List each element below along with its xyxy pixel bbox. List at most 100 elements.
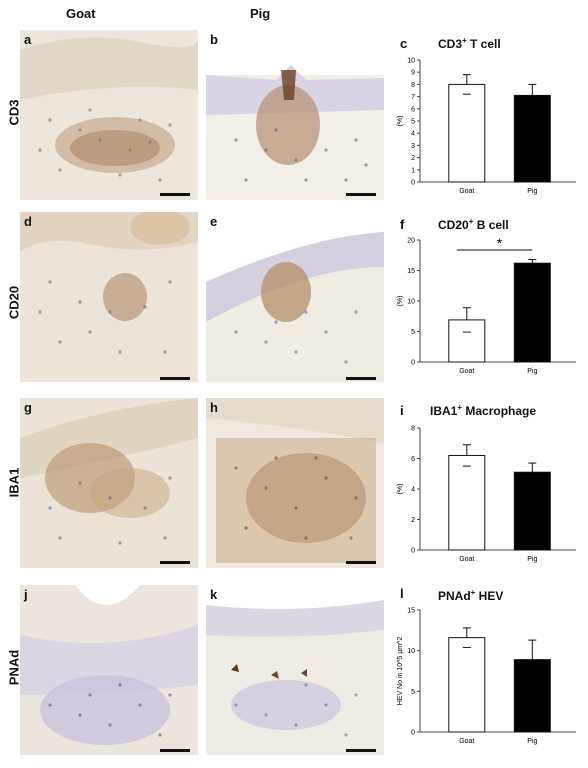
chart-title-iba1: IBA1+ Macrophage (430, 403, 536, 418)
micrograph-cd20-pig: e (206, 212, 384, 382)
title-rest: T cell (466, 37, 501, 51)
scale-bar (160, 749, 190, 752)
y-tick-label: 20 (407, 238, 415, 245)
micrograph-image (206, 398, 384, 568)
y-tick-label: 1 (411, 167, 415, 174)
panel-letter: k (210, 587, 218, 602)
title-main: PNAd (438, 589, 471, 603)
y-tick-label: 9 (411, 70, 415, 77)
title-rest: B cell (473, 218, 509, 232)
bar-pig (513, 262, 551, 363)
micrograph-cd20-goat: d (20, 212, 198, 382)
y-tick-label: 4 (411, 131, 415, 138)
y-tick-label: 5 (411, 689, 415, 696)
panel-letter: e (210, 214, 218, 229)
micrograph-image (20, 30, 198, 200)
chart-title-pnad: PNAd+ HEV (438, 588, 503, 603)
scale-bar (160, 377, 190, 380)
chart-title-cd20: CD20+ B cell (438, 217, 509, 232)
y-tick-label: 2 (411, 155, 415, 162)
x-tick-label: Pig (527, 188, 537, 195)
scale-bar (346, 193, 376, 196)
bar-pig (513, 659, 551, 733)
bar-goat (448, 454, 486, 551)
column-title-goat: Goat (66, 6, 96, 21)
significance-marker: * (497, 235, 503, 251)
chart-letter-i: i (400, 403, 404, 418)
title-rest: HEV (475, 589, 504, 603)
y-axis-label: (%) (397, 116, 404, 127)
panel-letter: j (24, 587, 28, 602)
micrograph-pnad-pig: k (206, 585, 384, 755)
y-tick-label: 0 (411, 360, 415, 367)
y-tick-label: 6 (411, 456, 415, 463)
chart-letter-c: c (400, 36, 408, 51)
x-tick-label: Goat (459, 368, 474, 375)
bar-chart-iba1: (%) 0 2 4 6 8 Goat Pig (397, 426, 576, 563)
y-tick-label: 5 (411, 119, 415, 126)
title-main: CD20 (438, 218, 469, 232)
micrograph-iba1-pig: h (206, 398, 384, 568)
title-main: IBA1 (430, 404, 458, 418)
x-tick-label: Pig (527, 368, 537, 375)
y-tick-label: 5 (411, 329, 415, 336)
y-tick-label: 3 (411, 143, 415, 150)
bar-goat (448, 83, 486, 183)
panel-letter: g (24, 400, 32, 415)
micrograph-image (20, 212, 198, 382)
y-axis-label: (%) (397, 484, 404, 495)
y-tick-label: 6 (411, 106, 415, 113)
micrograph-image (20, 585, 198, 755)
title-sup: + (470, 588, 476, 597)
scale-bar (160, 561, 190, 564)
panel-letter: a (24, 32, 32, 47)
scale-bar (346, 377, 376, 380)
x-tick-label: Goat (459, 738, 474, 745)
bar-pig (513, 471, 551, 551)
bar-chart-cd20: (%) 0 5 10 15 20 Goat Pig * (397, 235, 576, 375)
title-main: CD3 (438, 37, 463, 51)
title-rest: Macrophage (462, 404, 537, 418)
scale-bar (346, 749, 376, 752)
bar-chart-cd3: (%) 0 1 2 3 4 5 6 7 8 9 10 Goat Pig (397, 58, 576, 195)
y-tick-label: 4 (411, 487, 415, 494)
column-title-pig: Pig (250, 6, 271, 21)
micrograph-image (206, 30, 384, 200)
bar-goat (448, 319, 486, 363)
micrograph-image (206, 212, 384, 382)
panel-letter: b (210, 32, 218, 47)
x-tick-label: Pig (527, 556, 537, 563)
micrograph-cd3-goat: a (20, 30, 198, 200)
micrograph-image (206, 585, 384, 755)
panel-letter: d (24, 214, 32, 229)
y-tick-label: 8 (411, 82, 415, 89)
y-tick-label: 0 (411, 180, 415, 187)
bar-chart-pnad: HEV No in 10^5 µm^2 0 5 10 15 Goat Pig (397, 608, 576, 745)
micrograph-pnad-goat: j (20, 585, 198, 755)
x-tick-label: Goat (459, 556, 474, 563)
y-tick-label: 2 (411, 517, 415, 524)
title-sup: + (468, 217, 474, 226)
y-tick-label: 7 (411, 94, 415, 101)
y-axis-label: (%) (397, 296, 404, 307)
y-tick-label: 15 (407, 608, 415, 615)
chart-letter-f: f (400, 217, 405, 232)
y-tick-label: 15 (407, 268, 415, 275)
chart-title-cd3: CD3+ T cell (438, 36, 501, 51)
y-tick-label: 0 (411, 548, 415, 555)
micrograph-cd3-pig: b (206, 30, 384, 200)
chart-letter-l: l (400, 586, 404, 601)
y-axis-label: HEV No in 10^5 µm^2 (397, 637, 404, 706)
bar-pig (513, 94, 551, 183)
y-tick-label: 10 (407, 299, 415, 306)
x-tick-label: Goat (459, 188, 474, 195)
x-tick-label: Pig (527, 738, 537, 745)
scale-bar (160, 193, 190, 196)
panel-letter: h (210, 400, 218, 415)
y-tick-label: 0 (411, 730, 415, 737)
title-sup: + (457, 403, 463, 412)
micrograph-image (20, 398, 198, 568)
scale-bar (346, 561, 376, 564)
bar-goat (448, 637, 486, 733)
y-tick-label: 10 (407, 648, 415, 655)
